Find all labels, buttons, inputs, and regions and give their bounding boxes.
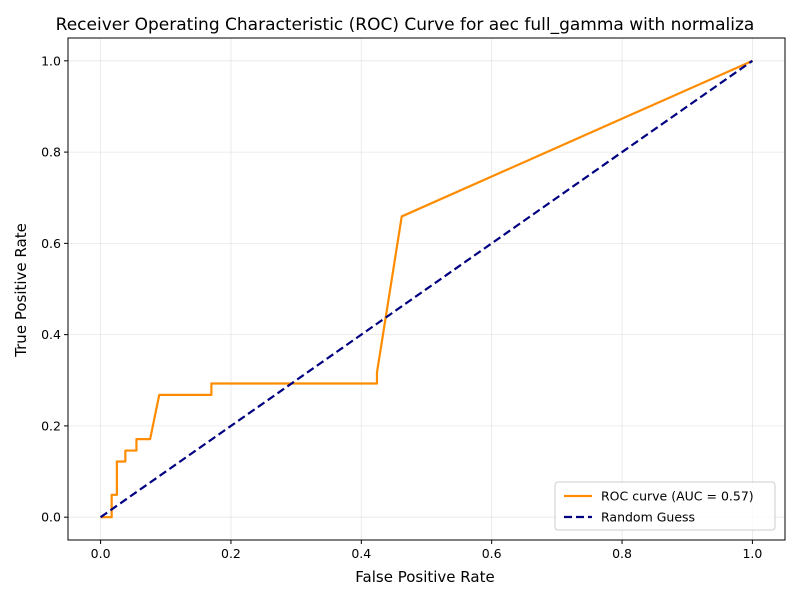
legend: ROC curve (AUC = 0.57) Random Guess	[554, 481, 776, 531]
chart-title: Receiver Operating Characteristic (ROC) …	[56, 15, 755, 35]
ticks: 0.0 0.2 0.4 0.6 0.8 1.0 0.0 0.2 0.4 0.6 0.8 1.0	[41, 53, 762, 561]
x-tick-label: 0.2	[221, 546, 241, 561]
series-layer	[99, 59, 754, 519]
x-axis-label: False Positive Rate	[355, 568, 494, 586]
y-tick-label: 0.0	[41, 510, 61, 525]
plot-frame	[67, 37, 786, 541]
legend-roc-label: ROC curve (AUC = 0.57)	[601, 489, 754, 504]
y-tick-label: 0.2	[41, 418, 61, 433]
x-tick-label: 0.8	[612, 546, 632, 561]
y-tick-label: 0.4	[41, 327, 61, 342]
grid	[68, 38, 785, 540]
x-tick-label: 1.0	[742, 546, 762, 561]
legend-box	[554, 481, 776, 531]
y-tick-label: 0.8	[41, 145, 61, 160]
x-tick-label: 0.6	[482, 546, 502, 561]
x-tick-label: 0.4	[351, 546, 371, 561]
random-guess-line	[99, 59, 754, 519]
x-tick-label: 0.0	[91, 546, 111, 561]
y-tick-label: 0.6	[41, 236, 61, 251]
roc-curve-line	[100, 59, 753, 519]
y-tick-label: 1.0	[41, 53, 61, 68]
y-axis-label: True Positive Rate	[12, 223, 30, 358]
legend-random-guess-label: Random Guess	[601, 510, 695, 525]
